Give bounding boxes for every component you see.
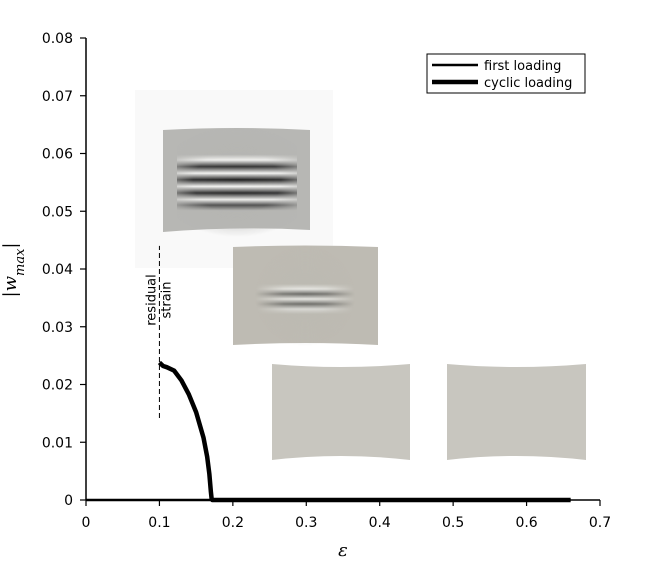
legend: first loading cyclic loading	[426, 53, 586, 94]
axes: 0 0.1 0.2 0.3 0.4 0.5 0.6 0.7 0 0.01 0.02 0.03 0.04 0…	[42, 31, 611, 531]
y-tick-label-7: 0.07	[42, 89, 73, 105]
x-tick-label-2: 0.2	[222, 515, 244, 531]
residual-strain-label-0: residual	[144, 274, 159, 326]
axis-titles: ε |wmax|	[0, 243, 348, 561]
residual-strain-annotation: residual strain	[144, 245, 174, 418]
residual-strain-label-1: strain	[159, 281, 174, 318]
y-tick-label-4: 0.04	[42, 262, 73, 278]
inset-flat-1	[272, 364, 410, 460]
x-axis-label: ε	[338, 540, 348, 561]
inset-flat-2	[447, 364, 586, 460]
x-tick-label-7: 0.7	[589, 515, 611, 531]
y-tick-label-2: 0.02	[42, 378, 73, 394]
legend-box	[426, 53, 586, 94]
y-tick-label-0: 0	[64, 493, 73, 509]
y-tick-label-5: 0.05	[42, 204, 73, 220]
y-tick-label-6: 0.06	[42, 147, 73, 163]
y-tick-label-3: 0.03	[42, 320, 73, 336]
x-tick-label-6: 0.6	[515, 515, 537, 531]
legend-label-0: first loading	[484, 59, 561, 74]
inset-4-wrinkles	[163, 127, 310, 237]
deformation-insets	[135, 90, 586, 460]
y-tick-label-1: 0.01	[42, 435, 73, 451]
x-tick-label-5: 0.5	[442, 515, 464, 531]
inset-2-wrinkles	[233, 245, 378, 346]
x-tick-label-3: 0.3	[295, 515, 317, 531]
series-layer	[86, 360, 571, 503]
y-axis-label: |wmax|	[0, 243, 28, 298]
series-cyclic-loading	[157, 360, 571, 503]
x-tick-label-4: 0.4	[369, 515, 391, 531]
x-tick-label-0: 0	[82, 515, 91, 531]
legend-label-1: cyclic loading	[484, 76, 572, 91]
x-tick-label-1: 0.1	[148, 515, 170, 531]
y-tick-label-8: 0.08	[42, 31, 73, 47]
